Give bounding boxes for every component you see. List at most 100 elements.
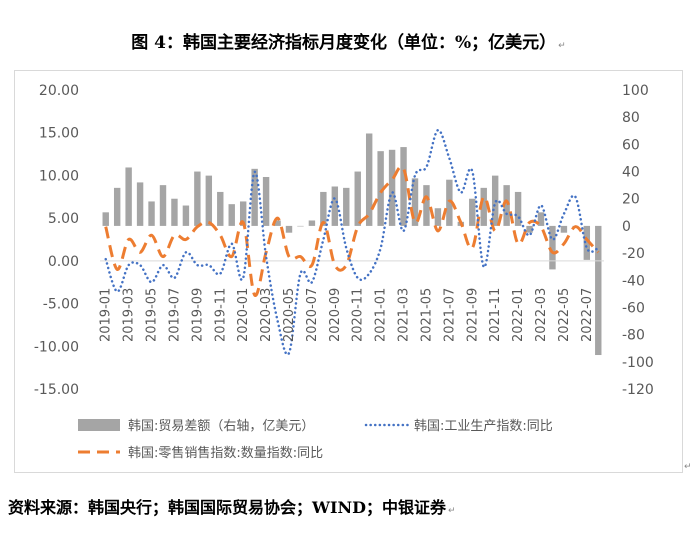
trade-balance-bar bbox=[205, 175, 213, 226]
x-tick-label: 2022-01 bbox=[511, 288, 526, 342]
right-tick-label: -40 bbox=[622, 273, 645, 289]
x-tick-label: 2022-05 bbox=[557, 288, 572, 342]
x-tick-label: 2020-11 bbox=[351, 288, 366, 342]
trade-balance-bar bbox=[113, 187, 121, 226]
trade-balance-bar bbox=[228, 204, 235, 226]
x-tick-label: 2020-01 bbox=[236, 288, 251, 342]
trade-balance-bar bbox=[308, 220, 316, 226]
x-tick-label: 2019-01 bbox=[99, 288, 114, 342]
x-tick-label: 2020-05 bbox=[282, 288, 297, 342]
x-tick-label: 2022-03 bbox=[534, 288, 549, 342]
trade-balance-bar bbox=[239, 201, 247, 226]
trade-balance-bar bbox=[388, 149, 396, 226]
right-tick-label: 20 bbox=[622, 192, 640, 208]
left-tick-label: -10.00 bbox=[34, 339, 79, 355]
x-axis: 2019-01 2019-03 2019-05 2019-07 2019-09 2019-… bbox=[99, 288, 595, 342]
trade-balance-bar bbox=[171, 198, 178, 226]
x-tick-label: 2021-03 bbox=[397, 288, 412, 342]
left-tick-label: 15.00 bbox=[39, 126, 79, 142]
right-tick-label: -120 bbox=[622, 382, 654, 398]
line-series bbox=[104, 128, 600, 356]
right-tick-label: -20 bbox=[622, 246, 645, 262]
figure-title-text: 图 4：韩国主要经济指标月度变化（单位：%；亿美元） bbox=[131, 33, 557, 53]
trade-balance-bar bbox=[354, 171, 361, 226]
x-tick-label: 2019-03 bbox=[122, 288, 137, 342]
x-tick-label: 2019-07 bbox=[167, 288, 182, 342]
x-tick-label: 2021-07 bbox=[442, 288, 457, 342]
trade-balance-bar bbox=[136, 182, 144, 226]
right-tick-label: 40 bbox=[622, 165, 640, 181]
left-tick-label: -15.00 bbox=[34, 382, 79, 398]
figure-source: 资料来源：韩国央行；韩国国际贸易协会；WIND；中银证券 ↵ bbox=[8, 494, 456, 518]
trade-balance-bar bbox=[320, 191, 327, 226]
left-tick-label: -5.00 bbox=[43, 297, 79, 313]
right-tick-label: 100 bbox=[622, 83, 649, 99]
right-axis: 100 80 60 40 20 0 -20 -40 -60 -80 -100 -120 bbox=[622, 83, 654, 398]
left-tick-label: 10.00 bbox=[39, 168, 79, 184]
retail-sales-line bbox=[104, 165, 600, 297]
trade-balance-bar bbox=[469, 198, 476, 226]
trade-balance-bar bbox=[194, 171, 201, 226]
industrial-production-line bbox=[104, 128, 600, 356]
x-tick-label: 2021-05 bbox=[419, 288, 434, 342]
trade-balance-bar bbox=[503, 185, 510, 226]
trade-balance-bar bbox=[595, 225, 602, 356]
trade-balance-bar bbox=[434, 208, 442, 226]
trade-balance-bar bbox=[480, 187, 487, 226]
right-tick-label: -100 bbox=[622, 355, 654, 371]
trade-balance-bar bbox=[411, 178, 419, 226]
x-tick-label: 2020-07 bbox=[305, 288, 320, 342]
legend-label: 韩国:贸易差额（右轴，亿美元） bbox=[128, 419, 314, 434]
x-tick-label: 2020-03 bbox=[259, 288, 274, 342]
left-tick-label: 0.00 bbox=[48, 254, 79, 270]
right-tick-label: 80 bbox=[622, 110, 640, 126]
return-mark: ↵ bbox=[558, 41, 566, 51]
x-tick-label: 2019-09 bbox=[190, 288, 205, 342]
right-tick-label: 60 bbox=[622, 137, 640, 153]
left-tick-label: 5.00 bbox=[48, 211, 79, 227]
chart-frame bbox=[14, 70, 683, 473]
figure-source-text: 资料来源：韩国央行；韩国国际贸易协会；WIND；中银证券 bbox=[8, 498, 446, 517]
trade-balance-bar bbox=[549, 225, 556, 270]
trade-balance-bar bbox=[514, 191, 522, 226]
legend-label: 韩国:零售销售指数:数量指数:同比 bbox=[128, 445, 323, 461]
right-tick-label: -60 bbox=[622, 300, 645, 316]
trade-balance-bar bbox=[148, 201, 155, 226]
trade-balance-bar bbox=[491, 175, 499, 226]
trade-balance-bar bbox=[377, 151, 384, 226]
x-tick-label: 2022-07 bbox=[580, 288, 595, 342]
trade-balance-bar bbox=[182, 205, 190, 226]
x-tick-label: 2021-01 bbox=[374, 288, 389, 342]
legend-bar-swatch bbox=[78, 419, 120, 431]
x-tick-label: 2019-11 bbox=[213, 288, 228, 342]
left-axis: 20.00 15.00 10.00 5.00 0.00 -5.00 -10.00 -15.00 bbox=[34, 83, 79, 398]
return-mark: ↵ bbox=[447, 506, 456, 516]
trade-balance-bar bbox=[423, 185, 430, 226]
trade-balance-bar bbox=[583, 225, 591, 260]
trade-balance-bar bbox=[262, 176, 270, 226]
trade-balance-bar bbox=[526, 225, 533, 233]
trade-balance-bar bbox=[217, 191, 224, 226]
x-tick-label: 2021-11 bbox=[488, 288, 503, 342]
trade-balance-bar bbox=[331, 186, 339, 226]
return-mark: ↵ bbox=[684, 462, 692, 472]
trade-balance-bar bbox=[297, 225, 304, 227]
right-tick-label: 0 bbox=[622, 219, 631, 235]
x-tick-label: 2020-09 bbox=[328, 288, 343, 342]
legend: 韩国:贸易差额（右轴，亿美元） 韩国:工业生产指数:同比韩国:零售销售指数:数量指… bbox=[78, 419, 553, 461]
trade-balance-bar bbox=[343, 187, 350, 226]
trade-balance-bar bbox=[159, 185, 167, 226]
trade-balance-bar bbox=[446, 179, 453, 226]
trade-balance-bar bbox=[102, 212, 109, 226]
x-tick-label: 2019-05 bbox=[145, 288, 160, 342]
trade-balance-bar bbox=[365, 133, 373, 226]
trade-balance-bar bbox=[274, 220, 281, 226]
left-tick-label: 20.00 bbox=[39, 83, 79, 99]
trade-balance-bar bbox=[537, 212, 545, 226]
trade-balance-bar bbox=[400, 147, 407, 226]
trade-balance-bar bbox=[560, 225, 568, 233]
x-tick-label: 2021-09 bbox=[465, 288, 480, 342]
trade-balance-bar bbox=[251, 168, 258, 226]
bar-series bbox=[102, 133, 602, 356]
